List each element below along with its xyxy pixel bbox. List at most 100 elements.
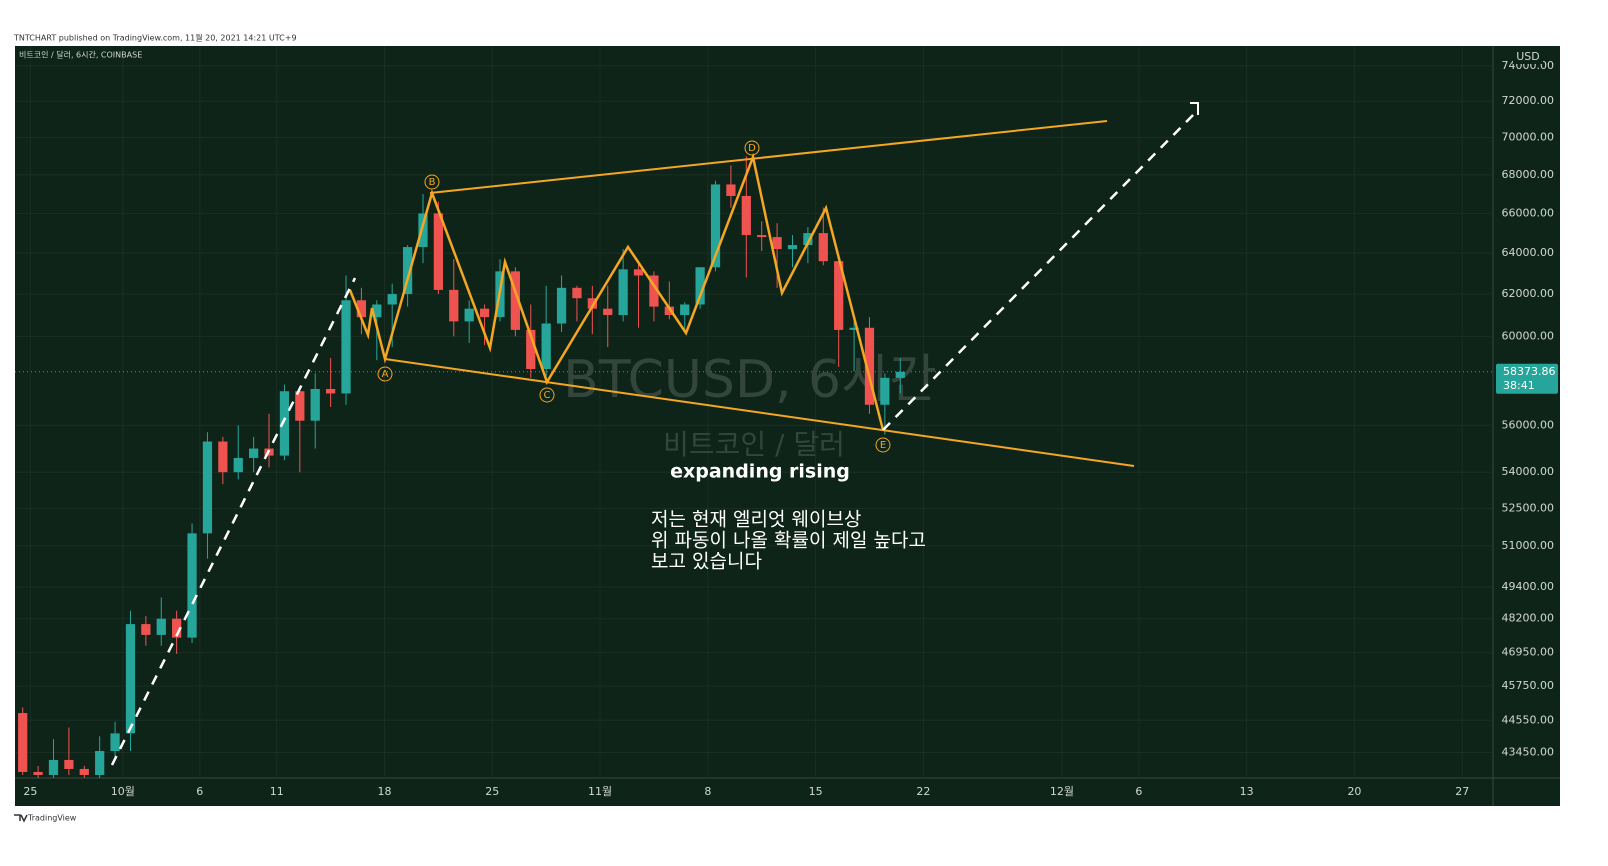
candle-body <box>449 289 459 322</box>
candle-body <box>79 768 89 775</box>
candle-body <box>695 267 705 305</box>
candle-body <box>880 377 890 405</box>
wave-label: E <box>880 440 886 451</box>
candle-body <box>187 533 197 638</box>
candle-body <box>849 327 859 330</box>
candle-body <box>402 247 413 295</box>
x-tick-label: 13 <box>1240 785 1254 798</box>
candle-body <box>864 327 875 405</box>
candle-body <box>803 233 813 246</box>
candle-body <box>372 304 382 318</box>
candle-body <box>741 195 751 236</box>
candle-body <box>433 213 444 290</box>
last-price-label: 58373.86 <box>1503 365 1556 378</box>
candle-body <box>818 233 828 262</box>
candle-body <box>464 308 474 322</box>
currency: USD <box>1516 50 1540 63</box>
drawings <box>110 102 1199 766</box>
candle-body <box>618 269 628 316</box>
label-circle <box>875 437 891 453</box>
candle-body <box>110 733 120 752</box>
candle-body <box>757 235 767 238</box>
y-tick-label: 68000.00 <box>1502 168 1555 181</box>
grid <box>15 46 1493 778</box>
candle-body <box>479 308 490 318</box>
candle-body <box>726 184 736 196</box>
candle-body <box>48 759 59 775</box>
candle-body <box>125 624 136 734</box>
annotation: 위 파동이 나올 확률이 제일 높다고 <box>651 530 926 552</box>
candle-body <box>172 618 182 638</box>
y-tick-label: 54000.00 <box>1502 465 1555 478</box>
watermark-sub: 비트코인 / 달러 <box>663 428 845 461</box>
annotation: 저는 현재 엘리엇 웨이브상 <box>651 509 861 531</box>
y-tick-label: 70000.00 <box>1502 131 1555 144</box>
candle-body <box>387 294 397 305</box>
candle-body <box>249 448 259 458</box>
y-tick-label: 62000.00 <box>1502 287 1555 300</box>
projection-marker <box>1190 102 1199 115</box>
label-circle <box>539 387 555 403</box>
x-tick-label: 12월 <box>1050 785 1074 798</box>
wave-label: A <box>382 369 389 380</box>
label-circle <box>424 174 440 190</box>
x-tick-label: 22 <box>916 785 930 798</box>
wave-label: D <box>748 143 756 154</box>
chart-background <box>15 46 1560 806</box>
candle-body <box>95 751 105 775</box>
y-tick-label: 56000.00 <box>1502 418 1555 431</box>
y-tick-label: 72000.00 <box>1502 94 1555 107</box>
candle-body <box>587 298 597 309</box>
projection-line <box>882 109 1199 431</box>
y-tick-label: 51000.00 <box>1502 539 1555 552</box>
y-tick-label: 66000.00 <box>1502 206 1555 219</box>
y-tick-label: 64000.00 <box>1502 246 1555 259</box>
x-tick-label: 6 <box>1135 785 1142 798</box>
candle-body <box>156 618 166 635</box>
candle-body <box>664 306 674 316</box>
y-tick-label: 48200.00 <box>1502 612 1555 625</box>
candle-body <box>325 388 336 394</box>
candle-body <box>895 371 905 378</box>
publish-info: TNTCHART published on TradingView.com, 1… <box>13 33 297 43</box>
x-tick-label: 6 <box>196 785 203 798</box>
wave-label: B <box>429 177 436 188</box>
candle-body <box>279 391 290 456</box>
candle-body <box>295 391 305 421</box>
candle-body <box>603 308 613 316</box>
candle-body <box>710 184 721 268</box>
candle-body <box>510 271 520 330</box>
annotation: expanding rising <box>670 461 850 483</box>
annotation: 보고 있습니다 <box>651 551 762 573</box>
candle-body <box>680 304 690 316</box>
currency-bg <box>1513 48 1543 64</box>
symbol-title: 비트코인 / 달러, 6시간, COINBASE <box>19 50 142 60</box>
label-circle <box>744 140 760 156</box>
candle-body <box>649 275 659 307</box>
last-price-box <box>1496 363 1558 394</box>
candle-body <box>418 213 428 248</box>
x-tick-label: 15 <box>809 785 823 798</box>
candle-body <box>341 300 351 394</box>
candle-body <box>526 329 536 369</box>
lower-trendline <box>384 358 1135 467</box>
y-tick-label: 60000.00 <box>1502 329 1555 342</box>
x-tick-label: 20 <box>1347 785 1361 798</box>
y-tick-label: 44550.00 <box>1502 713 1555 726</box>
candle-body <box>141 624 151 635</box>
y-tick-label: 43450.00 <box>1502 746 1555 759</box>
candle-body <box>356 300 367 318</box>
y-tick-label: 49400.00 <box>1502 580 1555 593</box>
candle-body <box>233 457 243 473</box>
candle-body <box>33 771 43 775</box>
candle-body <box>310 388 320 421</box>
candle-body <box>556 287 567 324</box>
x-tick-label: 8 <box>704 785 711 798</box>
candle-body <box>834 261 844 330</box>
y-tick-label: 46950.00 <box>1502 646 1555 659</box>
wave-path <box>348 152 885 431</box>
x-tick-label: 11월 <box>588 785 612 798</box>
brand: TradingView <box>27 814 77 823</box>
x-tick-label: 11 <box>270 785 284 798</box>
